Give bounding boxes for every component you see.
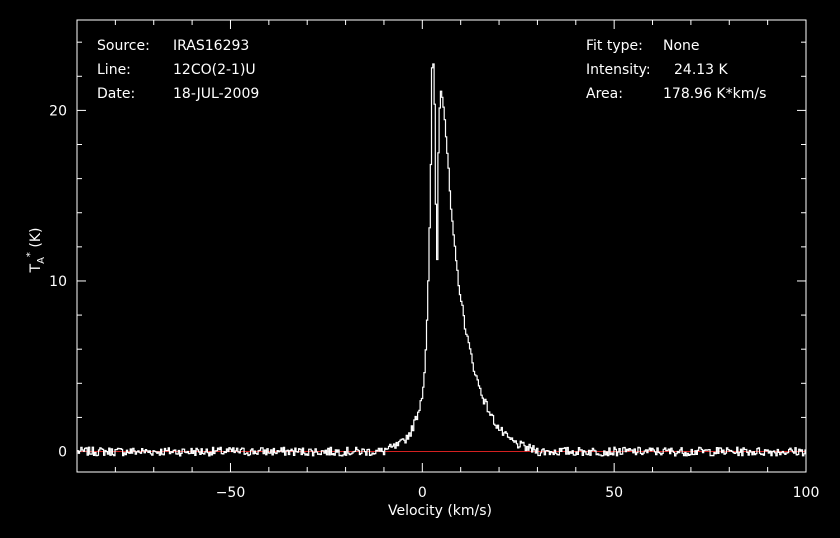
line-label: Line: (97, 62, 131, 78)
intensity-label: Intensity: (586, 62, 651, 78)
header-info: Source: IRAS16293 Line: 12CO(2-1)U Date:… (97, 38, 766, 102)
source-label: Source: (97, 38, 150, 54)
intensity-value: 24.13 K (674, 62, 729, 78)
x-tick-label: 0 (418, 485, 427, 501)
date-value: 18-JUL-2009 (173, 86, 259, 102)
line-value: 12CO(2-1)U (173, 62, 256, 78)
area-value: 178.96 K*km/s (663, 86, 766, 102)
y-tick-label: 0 (58, 445, 67, 461)
x-tick-label: 100 (793, 485, 820, 501)
svg-text:TA* (K): TA* (K) (25, 228, 47, 274)
plot-frame (76, 19, 807, 473)
x-tick-label: 50 (605, 485, 623, 501)
source-value: IRAS16293 (173, 38, 249, 54)
date-label: Date: (97, 86, 135, 102)
series-group (77, 63, 806, 457)
y-tick-label: 20 (49, 103, 67, 119)
area-label: Area: (586, 86, 623, 102)
x-axis-label: Velocity (km/s) (388, 503, 492, 519)
spectrum-series-line (77, 63, 806, 457)
fit-type-label: Fit type: (586, 38, 643, 54)
fit-type-value: None (663, 38, 700, 54)
x-tick-label: −50 (216, 485, 246, 501)
y-axis-label: TA* (K) (25, 228, 47, 274)
y-tick-label: 10 (49, 274, 67, 290)
axis-tick-labels: −50 0 50 100 0 10 20 (49, 103, 819, 501)
